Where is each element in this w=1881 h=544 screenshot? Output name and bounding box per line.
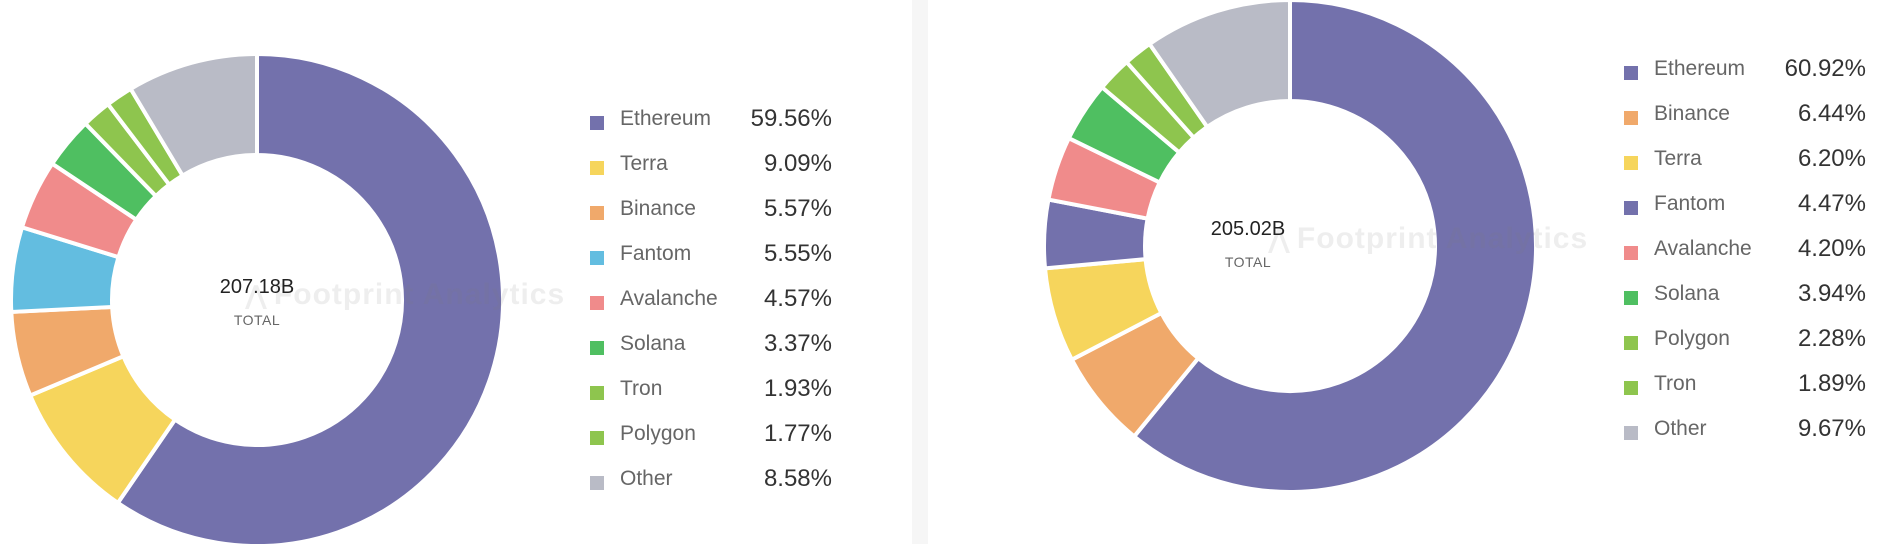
slice-ethereum[interactable] [1131,0,1538,494]
legend-label: Ethereum [1654,57,1746,80]
legend-percentage: 2.28% [1797,325,1866,352]
legend-label: Fantom [620,242,692,265]
legend-label: Ethereum [620,107,712,130]
legend-item-terra[interactable]: Terra 6.20% [1624,145,1866,190]
legend-swatch [1624,111,1638,125]
legend-label: Polygon [1654,327,1730,350]
center-total-value: 205.02B [1210,218,1286,240]
legend-label: Avalanche [1654,237,1752,260]
chart-panel-1: ⋀ Footprint Analytics 207.18B TOTAL Ether… [0,0,912,544]
legend-percentage: 5.55% [763,240,832,267]
legend-percentage: 59.56% [750,105,832,132]
legend-label: Avalanche [620,287,718,310]
legend-swatch [590,431,604,445]
legend-swatch [590,476,604,490]
legend-item-binance[interactable]: Binance 5.57% [590,195,832,240]
watermark: ⋀ Footprint Analytics [1268,222,1588,256]
legend-swatch [1624,246,1638,260]
legend-item-ethereum[interactable]: Ethereum 59.56% [590,105,832,150]
slice-other[interactable] [127,51,259,179]
slice-other[interactable] [1146,0,1292,130]
legend-swatch [590,206,604,220]
legend-percentage: 1.89% [1797,370,1866,397]
legend-swatch [590,251,604,265]
legend-percentage: 4.20% [1797,235,1866,262]
slice-ethereum[interactable] [115,51,505,544]
legend-percentage: 8.58% [763,465,832,492]
legend-percentage: 3.37% [763,330,832,357]
legend-label: Other [620,467,673,490]
legend-item-polygon[interactable]: Polygon 2.28% [1624,325,1866,370]
legend-item-ethereum[interactable]: Ethereum 60.92% [1624,55,1866,100]
legend-label: Binance [1654,102,1730,125]
legend-percentage: 9.67% [1797,415,1866,442]
legend-percentage: 3.94% [1797,280,1866,307]
legend-item-terra[interactable]: Terra 9.09% [590,150,832,195]
legend-percentage: 4.47% [1797,190,1866,217]
legend-percentage: 5.57% [763,195,832,222]
legend-item-avalanche[interactable]: Avalanche 4.57% [590,285,832,330]
legend-swatch [1624,291,1638,305]
watermark: ⋀ Footprint Analytics [245,278,565,312]
legend-percentage: 6.44% [1797,100,1866,127]
legend-1: Ethereum 59.56% Terra 9.09% Binance 5.57% Fant… [590,105,832,510]
legend-item-solana[interactable]: Solana 3.37% [590,330,832,375]
legend-label: Polygon [620,422,696,445]
legend-label: Binance [620,197,696,220]
footprint-logo-icon: ⋀ [245,280,268,310]
legend-label: Solana [620,332,686,355]
legend-swatch [1624,336,1638,350]
legend-item-avalanche[interactable]: Avalanche 4.20% [1624,235,1866,280]
legend-2: Ethereum 60.92% Binance 6.44% Terra 6.20% Fant… [1624,55,1866,460]
legend-item-polygon[interactable]: Polygon 1.77% [590,420,832,465]
legend-item-other[interactable]: Other 9.67% [1624,415,1866,460]
donut-chart-2 [1042,0,1538,494]
panel-divider [912,0,928,544]
legend-percentage: 1.93% [763,375,832,402]
legend-swatch [590,161,604,175]
legend-label: Fantom [1654,192,1726,215]
legend-percentage: 1.77% [763,420,832,447]
legend-label: Terra [620,152,668,175]
chart-panel-2: ⋀ Footprint Analytics 205.02B TOTAL Ether… [928,0,1881,544]
legend-swatch [1624,201,1638,215]
watermark-text: Footprint Analytics [1296,222,1589,255]
legend-label: Solana [1654,282,1720,305]
legend-swatch [1624,426,1638,440]
legend-swatch [590,386,604,400]
legend-label: Tron [1654,372,1697,395]
legend-label: Terra [1654,147,1702,170]
legend-percentage: 4.57% [763,285,832,312]
legend-percentage: 9.09% [763,150,832,177]
legend-label: Other [1654,417,1707,440]
legend-swatch [1624,66,1638,80]
legend-swatch [590,296,604,310]
watermark-text: Footprint Analytics [273,278,566,311]
legend-item-fantom[interactable]: Fantom 5.55% [590,240,832,285]
legend-swatch [590,341,604,355]
legend-item-binance[interactable]: Binance 6.44% [1624,100,1866,145]
center-total-value: 207.18B [219,276,295,298]
legend-swatch [1624,381,1638,395]
legend-percentage: 6.20% [1797,145,1866,172]
legend-swatch [590,116,604,130]
legend-label: Tron [620,377,663,400]
legend-item-tron[interactable]: Tron 1.93% [590,375,832,420]
footprint-logo-icon: ⋀ [1268,224,1291,254]
legend-percentage: 60.92% [1784,55,1866,82]
legend-item-other[interactable]: Other 8.58% [590,465,832,510]
legend-swatch [1624,156,1638,170]
legend-item-fantom[interactable]: Fantom 4.47% [1624,190,1866,235]
donut-chart-1 [9,51,505,544]
legend-item-solana[interactable]: Solana 3.94% [1624,280,1866,325]
center-total-caption: TOTAL [233,312,281,328]
legend-item-tron[interactable]: Tron 1.89% [1624,370,1866,415]
center-total-caption: TOTAL [1224,254,1272,270]
